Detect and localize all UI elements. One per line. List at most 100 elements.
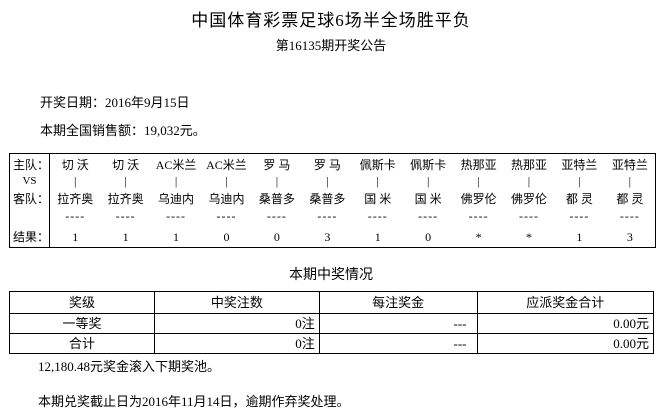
prize-section-title: 本期中奖情况 (289, 268, 373, 283)
prize-table: 奖级 中奖注数 每注奖金 应派奖金合计 一等奖 0注 --- 0.00元 合计 … (9, 291, 655, 354)
home-team: 切 沃 (112, 158, 140, 172)
match-column: 罗 马 | 桑普多 ---- 3 (302, 154, 352, 247)
match-column: 热那亚 | 佛罗伦 ---- * (504, 154, 554, 247)
vs-separator: | (124, 174, 127, 188)
dash-separator: ---- (569, 210, 590, 223)
dash-separator: ---- (619, 210, 640, 223)
dash-separator: ---- (216, 210, 237, 223)
home-team: 热那亚 (460, 158, 497, 172)
match-column: 切 沃 | 拉齐奥 ---- 1 (100, 154, 150, 247)
match-result: 1 (122, 230, 129, 244)
away-team: 拉齐奥 (107, 192, 144, 206)
prize-header-row: 奖级 中奖注数 每注奖金 应派奖金合计 (9, 291, 655, 314)
match-result: 1 (173, 230, 180, 244)
vs-separator: | (426, 174, 430, 188)
home-team: 佩斯卡 (410, 158, 447, 172)
vs-separator: | (225, 174, 228, 188)
away-team: 国 米 (364, 192, 392, 206)
result-row-label: 结果： (13, 230, 49, 244)
match-column: 热那亚 | 佛罗伦 ---- * (453, 154, 503, 247)
away-row-label: 客队： (13, 192, 49, 206)
rollover-line: 12,180.48元奖金滚入下期奖池。 (38, 359, 221, 374)
vs-separator: | (527, 174, 531, 188)
sales-line: 本期全国销售额：19,032元。 (40, 123, 206, 138)
home-team: 佩斯卡 (359, 158, 396, 172)
away-team: 都 灵 (616, 192, 644, 206)
match-result: 1 (374, 230, 381, 244)
prize-total: 0.00元 (476, 333, 655, 354)
match-table: 主队： VS 客队： 结果： 切 沃 | 拉齐奥 ---- 1 切 沃 | 拉齐… (9, 153, 656, 248)
match-label-column: 主队： VS 客队： 结果： (10, 154, 50, 247)
match-column: 罗 马 | 桑普多 ---- 0 (252, 154, 302, 247)
away-team: 乌迪内 (208, 192, 245, 206)
home-team: 亚特兰 (561, 158, 598, 172)
prize-row-sum: 合计 0注 --- 0.00元 (9, 333, 655, 354)
home-team: 罗 马 (263, 158, 291, 172)
match-column: AC米兰 | 乌迪内 ---- 1 (151, 154, 201, 247)
home-team: 热那亚 (511, 158, 548, 172)
dash-separator: ---- (65, 210, 86, 223)
away-team: 佛罗伦 (460, 192, 497, 206)
vs-separator: | (74, 174, 77, 188)
match-column: 亚特兰 | 都 灵 ---- 3 (605, 154, 655, 247)
away-team: 佛罗伦 (511, 192, 548, 206)
match-result: 1 (72, 230, 79, 244)
prize-count: 0注 (153, 313, 320, 334)
dash-separator: ---- (166, 210, 187, 223)
match-result: * (475, 230, 482, 244)
home-team: 罗 马 (313, 158, 341, 172)
vs-separator: | (628, 174, 632, 188)
dash-separator: ---- (266, 210, 287, 223)
vs-separator: | (174, 174, 178, 188)
page-subtitle: 第16135期开奖公告 (275, 38, 387, 53)
home-team: AC米兰 (206, 158, 247, 172)
prize-header-per-bet: 每注奖金 (318, 291, 478, 314)
prize-row-first: 一等奖 0注 --- 0.00元 (9, 313, 655, 334)
match-result: 3 (626, 230, 633, 244)
home-team: 切 沃 (61, 158, 89, 172)
prize-per-bet: --- (318, 333, 478, 354)
prize-level: 一等奖 (9, 313, 155, 334)
dash-separator: ---- (468, 210, 489, 223)
match-result: 0 (425, 230, 432, 244)
match-result: * (526, 230, 532, 244)
away-team: 都 灵 (565, 192, 593, 206)
vs-separator: | (578, 174, 581, 188)
vs-separator: | (275, 174, 279, 188)
dash-row-label (10, 210, 49, 225)
dash-separator: ---- (519, 210, 539, 223)
prize-per-bet: --- (318, 313, 478, 334)
page-title: 中国体育彩票足球6场半全场胜平负 (191, 11, 471, 30)
match-column: 佩斯卡 | 国 米 ---- 0 (403, 154, 453, 247)
home-row-label: 主队： (13, 158, 49, 172)
away-team: 乌迪内 (158, 192, 195, 206)
match-result: 1 (576, 230, 583, 244)
away-team: 拉齐奥 (57, 192, 94, 206)
dash-separator: ---- (367, 210, 388, 223)
prize-header-count: 中奖注数 (153, 291, 320, 314)
home-team: AC米兰 (155, 158, 197, 172)
away-team: 桑普多 (309, 192, 346, 206)
prize-header-total: 应派奖金合计 (476, 291, 655, 314)
dash-separator: ---- (418, 210, 439, 223)
prize-header-level: 奖级 (9, 291, 155, 314)
match-result: 0 (273, 230, 280, 244)
match-column: 亚特兰 | 都 灵 ---- 1 (554, 154, 604, 247)
away-team: 桑普多 (258, 192, 295, 206)
match-result: 0 (223, 230, 230, 244)
match-column: AC米兰 | 乌迪内 ---- 0 (201, 154, 251, 247)
away-team: 国 米 (414, 192, 442, 206)
prize-count: 0注 (153, 333, 320, 354)
deadline-line: 本期兑奖截止日为2016年11月14日，逾期作弃奖处理。 (38, 394, 350, 409)
match-column: 切 沃 | 拉齐奥 ---- 1 (50, 154, 100, 247)
match-column: 佩斯卡 | 国 米 ---- 1 (353, 154, 403, 247)
vs-separator: | (477, 174, 480, 188)
match-result: 3 (324, 230, 331, 244)
prize-total: 0.00元 (476, 313, 655, 334)
prize-level: 合计 (9, 333, 155, 354)
draw-date-line: 开奖日期：2016年9月15日 (40, 95, 190, 110)
dash-separator: ---- (317, 210, 338, 223)
vs-separator: | (376, 174, 379, 188)
dash-separator: ---- (115, 210, 136, 223)
